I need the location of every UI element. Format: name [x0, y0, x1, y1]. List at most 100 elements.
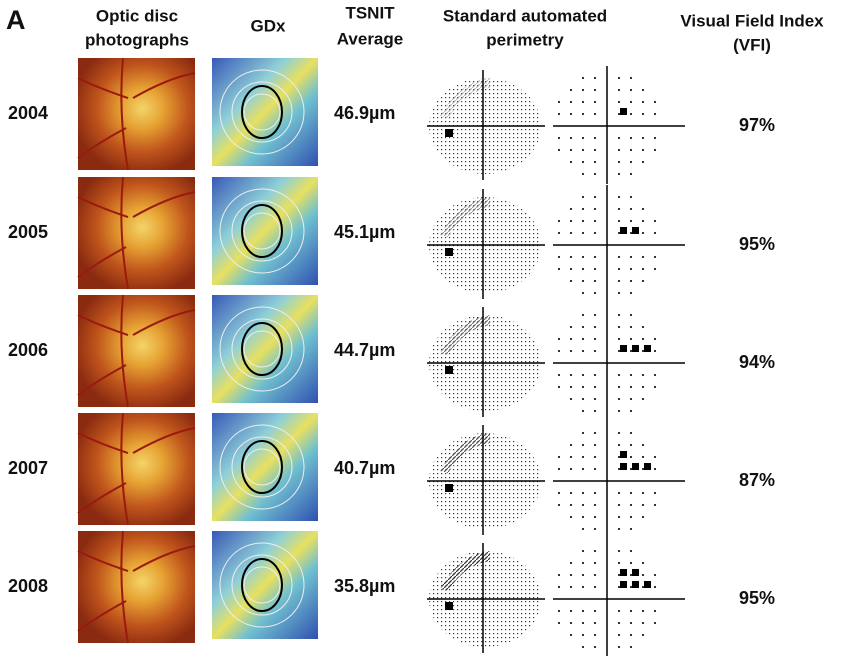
- panel-label: A: [6, 5, 26, 35]
- deviation-dot: [630, 208, 632, 210]
- deviation-dot: [630, 374, 632, 376]
- deviation-dot: [618, 432, 620, 434]
- deviation-dot: [582, 492, 584, 494]
- deviation-dot: [582, 586, 584, 588]
- deviation-dot: [642, 137, 644, 139]
- deviation-dot: [594, 432, 596, 434]
- deviation-dot: [582, 550, 584, 552]
- deviation-dot: [570, 386, 572, 388]
- blind-spot: [445, 366, 453, 374]
- deviation-dot: [570, 622, 572, 624]
- deviation-dot: [654, 374, 656, 376]
- deviation-dot: [570, 326, 572, 328]
- deviation-dot: [630, 444, 632, 446]
- deviation-dot: [654, 504, 656, 506]
- deviation-dot: [642, 456, 644, 458]
- deviation-dot: [582, 350, 584, 352]
- disc-photo: [78, 531, 195, 643]
- deviation-dot: [594, 444, 596, 446]
- year: 2006: [8, 340, 48, 360]
- deviation-dot: [642, 398, 644, 400]
- deviation-square: [620, 581, 627, 588]
- deviation-dot: [618, 326, 620, 328]
- gdx-map: [212, 177, 318, 285]
- deviation-dot: [630, 77, 632, 79]
- deviation-dot: [594, 350, 596, 352]
- deviation-dot: [630, 610, 632, 612]
- deviation-dot: [558, 574, 560, 576]
- deviation-dot: [654, 350, 656, 352]
- deviation-dot: [654, 456, 656, 458]
- blind-spot: [445, 602, 453, 610]
- column-header: photographs: [85, 30, 189, 49]
- deviation-dot: [618, 504, 620, 506]
- deviation-dot: [630, 562, 632, 564]
- gdx-map: [212, 295, 318, 403]
- deviation-dot: [558, 622, 560, 624]
- deviation-dot: [618, 208, 620, 210]
- deviation-dot: [570, 586, 572, 588]
- deviation-dot: [630, 516, 632, 518]
- deviation-dot: [618, 77, 620, 79]
- deviation-dot: [582, 220, 584, 222]
- deviation-dot: [594, 161, 596, 163]
- deviation-dot: [618, 314, 620, 316]
- deviation-dot: [594, 504, 596, 506]
- deviation-dot: [594, 622, 596, 624]
- deviation-dot: [630, 350, 632, 352]
- deviation-dot: [570, 492, 572, 494]
- deviation-dot: [654, 610, 656, 612]
- deviation-dot: [594, 456, 596, 458]
- deviation-dot: [594, 149, 596, 151]
- tsnit-value: 35.8µm: [334, 576, 395, 596]
- year: 2005: [8, 222, 48, 242]
- deviation-dot: [558, 610, 560, 612]
- deviation-dot: [582, 516, 584, 518]
- deviation-dot: [642, 574, 644, 576]
- deviation-dot: [582, 196, 584, 198]
- row: 200644.7µm94%: [8, 295, 775, 421]
- deviation-dot: [594, 173, 596, 175]
- deviation-dot: [618, 113, 620, 115]
- column-header: GDx: [251, 16, 287, 35]
- deviation-dot: [642, 444, 644, 446]
- deviation-dot: [618, 161, 620, 163]
- deviation-dot: [582, 113, 584, 115]
- deviation-dot: [642, 101, 644, 103]
- deviation-dot: [618, 268, 620, 270]
- deviation-dot: [582, 89, 584, 91]
- deviation-dot: [642, 634, 644, 636]
- deviation-dot: [594, 292, 596, 294]
- deviation-dot: [654, 101, 656, 103]
- deviation-dot: [630, 161, 632, 163]
- deviation-dot: [642, 161, 644, 163]
- deviation-dot: [642, 149, 644, 151]
- deviation-dot: [630, 646, 632, 648]
- blind-spot: [445, 484, 453, 492]
- deviation-dot: [654, 256, 656, 258]
- deviation-dot: [582, 386, 584, 388]
- disc-photo: [78, 295, 195, 407]
- deviation-square: [632, 227, 639, 234]
- deviation-dot: [642, 468, 644, 470]
- deviation-dot: [630, 173, 632, 175]
- tsnit-value: 45.1µm: [334, 222, 395, 242]
- deviation-dot: [582, 268, 584, 270]
- gdx-map: [212, 58, 318, 166]
- deviation-dot: [582, 149, 584, 151]
- deviation-dot: [582, 232, 584, 234]
- deviation-dot: [570, 468, 572, 470]
- deviation-dot: [558, 386, 560, 388]
- deviation-dot: [582, 432, 584, 434]
- deviation-dot: [594, 338, 596, 340]
- vfi-value: 95%: [739, 234, 775, 254]
- deviation-dot: [642, 280, 644, 282]
- deviation-dot: [630, 456, 632, 458]
- deviation-dot: [618, 89, 620, 91]
- deviation-dot: [618, 280, 620, 282]
- deviation-dot: [630, 113, 632, 115]
- deviation-dot: [582, 398, 584, 400]
- deviation-dot: [642, 492, 644, 494]
- deviation-dot: [570, 101, 572, 103]
